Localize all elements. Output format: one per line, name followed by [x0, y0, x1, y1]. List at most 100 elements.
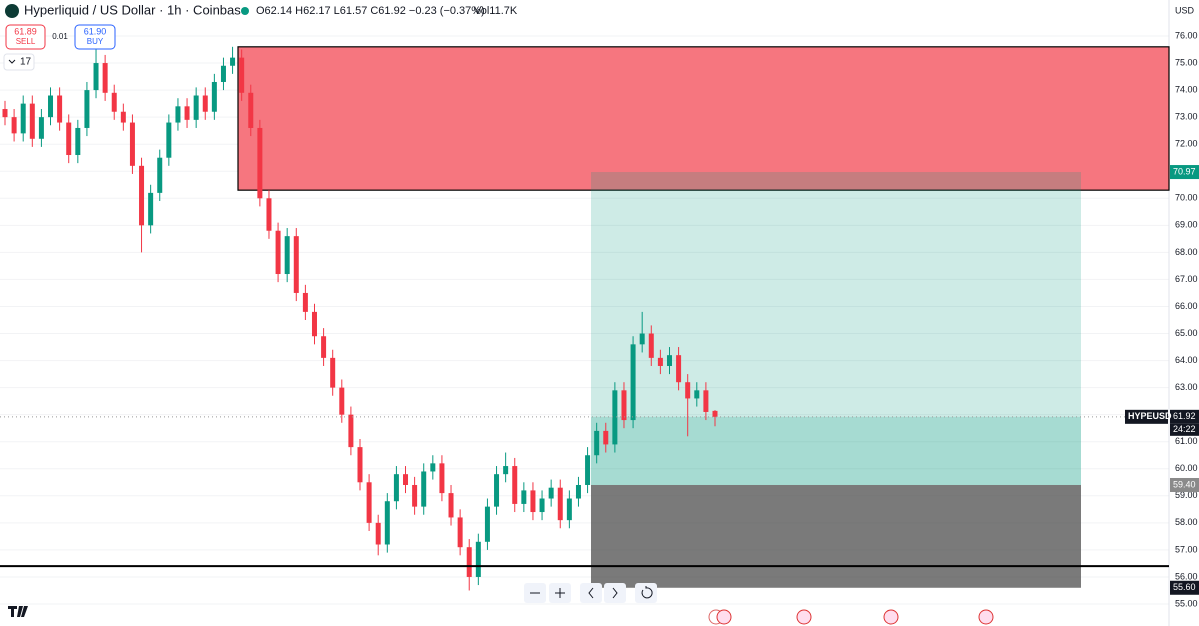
- candle-body: [694, 390, 700, 399]
- y-tick-label: 64.00: [1175, 355, 1198, 365]
- volume: Vol11.7K: [474, 5, 518, 17]
- candle-body: [230, 57, 236, 66]
- candle-body: [448, 493, 454, 518]
- price-label: 59.40: [1173, 479, 1196, 489]
- y-tick-label: 57.00: [1175, 544, 1198, 554]
- sell-label: SELL: [16, 37, 36, 46]
- candle-body: [603, 430, 609, 445]
- candle-body: [348, 414, 354, 448]
- buy-price: 61.90: [84, 26, 107, 36]
- scroll-left[interactable]: [580, 583, 602, 603]
- candle-body: [257, 127, 263, 199]
- y-tick-label: 72.00: [1175, 139, 1198, 149]
- icon: [612, 587, 618, 599]
- price-label: 61.92: [1173, 411, 1196, 421]
- candle-body: [193, 95, 199, 120]
- logo: [8, 606, 28, 617]
- candle-body: [139, 165, 145, 226]
- candle-body: [557, 487, 563, 521]
- buy-button[interactable]: [74, 24, 116, 50]
- candle-body: [685, 382, 691, 399]
- candle-body: [102, 63, 108, 93]
- nav-buttons: [524, 583, 657, 603]
- y-tick-label: 70.00: [1175, 193, 1198, 203]
- candle-body: [38, 117, 44, 139]
- sell-button[interactable]: [5, 24, 46, 50]
- candle-body: [648, 333, 654, 358]
- currency: USD: [1175, 5, 1195, 15]
- candle-body: [220, 65, 226, 82]
- stop-zone: [591, 484, 1081, 588]
- candle-body: [384, 501, 390, 545]
- symbol-icon: [5, 4, 19, 18]
- indicator-count: 17: [20, 57, 32, 68]
- candle-body: [75, 127, 81, 156]
- candle-body: [266, 198, 272, 231]
- scroll-right[interactable]: [604, 583, 626, 603]
- event-icon[interactable]: [716, 609, 732, 625]
- indicator-toggle[interactable]: [3, 53, 35, 71]
- y-tick-label: 73.00: [1175, 112, 1198, 122]
- candle-body: [311, 311, 317, 337]
- candle-body: [29, 103, 35, 139]
- candle-body: [494, 474, 500, 507]
- event-flags: [708, 609, 994, 625]
- symbol-tag-bg: [1125, 409, 1168, 424]
- countdown: 24:22: [1173, 424, 1196, 434]
- icon: [588, 587, 594, 599]
- sell-price: 61.89: [14, 26, 37, 36]
- candle-body: [512, 466, 518, 504]
- y-tick-label: 75.00: [1175, 57, 1198, 67]
- event-icon[interactable]: [883, 609, 899, 625]
- candle-body: [621, 390, 627, 421]
- y-tick-label: 55.00: [1175, 598, 1198, 608]
- candle-body: [521, 490, 527, 504]
- candle-body: [275, 230, 281, 275]
- candle-body: [539, 498, 545, 513]
- candle-body: [357, 447, 363, 483]
- candle-body: [284, 236, 290, 275]
- y-tick-label: 76.00: [1175, 30, 1198, 40]
- target-zone: [591, 172, 1081, 485]
- event-icon[interactable]: [978, 609, 994, 625]
- plot: [0, 0, 1170, 626]
- price-label: 70.97: [1173, 166, 1196, 176]
- y-tick-label: 60.00: [1175, 463, 1198, 473]
- candle-body: [202, 95, 208, 112]
- candle-body: [239, 57, 245, 93]
- candle-body: [585, 455, 591, 485]
- candle-body: [403, 474, 409, 485]
- candle-body: [666, 355, 672, 366]
- open-pnl-zone: [591, 416, 1081, 485]
- ohlc: O62.14 H62.17 L61.57 C61.92 −0.23 (−0.37…: [256, 5, 485, 17]
- y-tick-label: 69.00: [1175, 220, 1198, 230]
- candle-body: [339, 387, 345, 415]
- candle-body: [148, 192, 154, 226]
- candle-body: [712, 410, 718, 417]
- candle-body: [166, 122, 172, 158]
- candle-body: [248, 92, 254, 128]
- candle-body: [66, 122, 72, 156]
- y-tick-label: 68.00: [1175, 247, 1198, 257]
- supply-zone: [237, 46, 1170, 191]
- candle-body: [120, 111, 126, 123]
- y-tick-label: 63.00: [1175, 382, 1198, 392]
- icon: [555, 588, 565, 598]
- candle-body: [566, 498, 572, 521]
- status-dot: [241, 7, 249, 15]
- y-tick-label: 65.00: [1175, 328, 1198, 338]
- reset[interactable]: [635, 583, 657, 603]
- candle-body: [184, 106, 190, 120]
- y-tick-label: 56.00: [1175, 571, 1198, 581]
- event-icon[interactable]: [796, 609, 812, 625]
- candle-body: [612, 390, 618, 445]
- y-tick-label: 66.00: [1175, 301, 1198, 311]
- candle-body: [594, 430, 600, 456]
- candle-body: [157, 157, 163, 193]
- candle-body: [548, 487, 554, 499]
- chevron: [8, 59, 16, 64]
- candle-body: [393, 474, 399, 502]
- price-label-bg: [1170, 477, 1199, 492]
- candle-body: [175, 106, 181, 123]
